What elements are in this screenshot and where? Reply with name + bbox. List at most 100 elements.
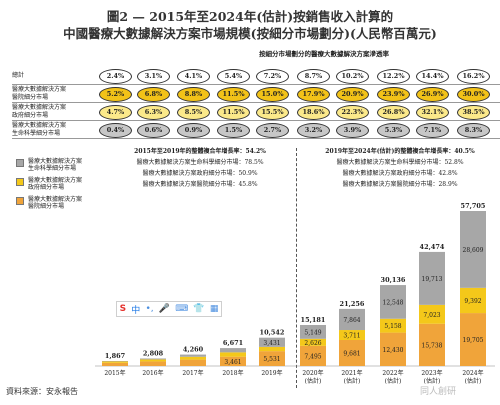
penetration-value: 20.9% [336,87,369,102]
keyboard-icon[interactable]: ⌨ [175,304,189,314]
segment-label: 3,461 [224,359,241,366]
bar-total-label: 21,256 [340,300,365,308]
segment-label: 2,626 [304,340,321,347]
bar-segment [259,351,285,366]
x-tick-label: 2022年 [382,369,403,377]
penetration-value: 2.7% [256,123,289,138]
cagr-line: 醫療大數據解決方案醫院細分市場：28.9% [342,181,458,188]
penetration-value: 23.9% [377,87,410,102]
penetration-value: 6.3% [137,105,170,120]
bar-segment [380,285,406,319]
x-tick-label: (估計) [424,377,441,385]
penetration-value: 5.2% [99,87,132,102]
cagr-line: 醫療大數據解決方案政府細分市場：42.8% [342,170,458,177]
cagr-line: 醫療大數據解決方案政府細分市場：50.9% [142,170,258,177]
bar-segment [180,354,206,357]
x-tick-label: 2024年 [462,369,483,377]
ime-toolbar[interactable]: S 中 •, 🎤 ⌨ 👕 ▦ [116,301,222,317]
x-tick-label: (估計) [305,377,322,385]
bar-segment [460,287,486,314]
penetration-value: 0.6% [137,123,170,138]
bar-segment [102,361,128,363]
bar-segment [419,304,445,324]
bar-segment [140,359,166,362]
table-row-divider [12,102,500,103]
penetration-value: 0.9% [177,123,210,138]
table-row-label: 總計 [12,72,25,79]
bar-segment [220,356,246,366]
penetration-value: 7.2% [256,69,289,84]
shirt-icon[interactable]: 👕 [193,304,205,314]
bar-segment [140,358,166,360]
bar-segment [419,323,445,366]
penetration-value: 8.7% [297,69,330,84]
legend-swatch [16,178,24,186]
ime-mode-icon[interactable]: 中 [131,305,141,316]
cagr-line: 醫療大數據解決方案醫院細分市場：45.8% [142,181,258,188]
bar-total-label: 2,808 [143,349,164,357]
penetration-value: 12.2% [377,69,410,84]
watermark-text: 同人創研 [420,387,457,397]
segment-label: 9,392 [464,298,481,305]
x-tick-label: 2017年 [182,369,203,377]
penetration-value: 15.5% [256,105,289,120]
punctuation-icon[interactable]: •, [145,304,154,314]
penetration-value: 16.2% [457,69,490,84]
bar-total-label: 6,671 [223,339,243,347]
cagr-line: 醫療大數據解決方案生命科學細分市場：52.8% [336,159,464,166]
bar-segment [339,330,365,340]
x-tick-label: (估計) [465,377,482,385]
x-tick-label: 2020年 [302,369,323,377]
penetration-value: 6.8% [137,87,170,102]
table-row-divider [12,84,500,85]
segment-label: 12,548 [383,299,404,306]
penetration-value: 22.3% [336,105,369,120]
segment-label: 15,738 [422,342,443,349]
bar-segment [300,324,326,339]
legend-swatch [16,197,24,205]
penetration-value: 32.1% [416,105,449,120]
bar-segment [220,352,246,357]
bar-total-label: 4,260 [183,346,204,354]
bar-segment [460,313,486,366]
penetration-value: 5.4% [217,69,250,84]
segment-label: 3,711 [343,333,360,340]
bar-total-label: 30,136 [381,276,406,284]
x-tick-label: (估計) [385,377,402,385]
segment-label: 5,531 [263,356,280,363]
penetration-value: 4.7% [99,105,132,120]
grid-icon[interactable]: ▦ [209,304,219,314]
penetration-value: 2.4% [99,69,132,84]
bar-segment [180,356,206,360]
penetration-value: 11.5% [217,105,250,120]
chart-title-line1: 圖2 — 2015年至2024年(估計)按銷售收入計算的 [106,9,394,24]
cagr-title: 2019年至2024年(估計)的整體複合年增長率：40.5% [325,148,475,155]
bar-segment [102,360,128,362]
bar-segment [380,318,406,333]
table-row-label: 醫療大數據解決方案 醫院細分市場 [12,86,67,101]
penetration-value: 18.6% [297,105,330,120]
cagr-right-block: 2019年至2024年(估計)的整體複合年增長率：40.5% 醫療大數據解決方案生… [305,146,495,188]
segment-label: 28,609 [463,247,484,254]
chart-title-line2: 中國醫療大數據解決方案市場規模(按細分市場劃分)(人民幣百萬元) [63,26,437,41]
bar-total-label: 10,542 [260,329,285,337]
penetration-value: 30.0% [457,87,490,102]
bar-segment [380,332,406,366]
segment-label: 7,864 [343,317,360,324]
segment-label: 9,681 [343,350,360,357]
bar-total-label: 15,181 [301,316,326,324]
x-tick-label: 2021年 [341,369,362,377]
cagr-left-block: 2015年至2019年的整體複合年增長率：54.2% 醫療大數據解決方案生命科學細… [110,146,290,188]
source-note: 資料來源：安永報告 [6,387,78,396]
penetration-value: 7.1% [416,123,449,138]
x-tick-label: 2023年 [421,369,442,377]
bar-segment [259,346,285,352]
penetration-value: 26.9% [416,87,449,102]
period-divider [296,148,297,388]
legend-label: 醫療大數據解決方案 醫院細分市場 [28,196,83,210]
table-row-divider [12,138,500,139]
bar-segment [220,348,246,353]
microphone-icon[interactable]: 🎤 [158,304,171,314]
segment-label: 19,705 [463,337,484,344]
sogou-s-icon[interactable]: S [119,304,127,314]
